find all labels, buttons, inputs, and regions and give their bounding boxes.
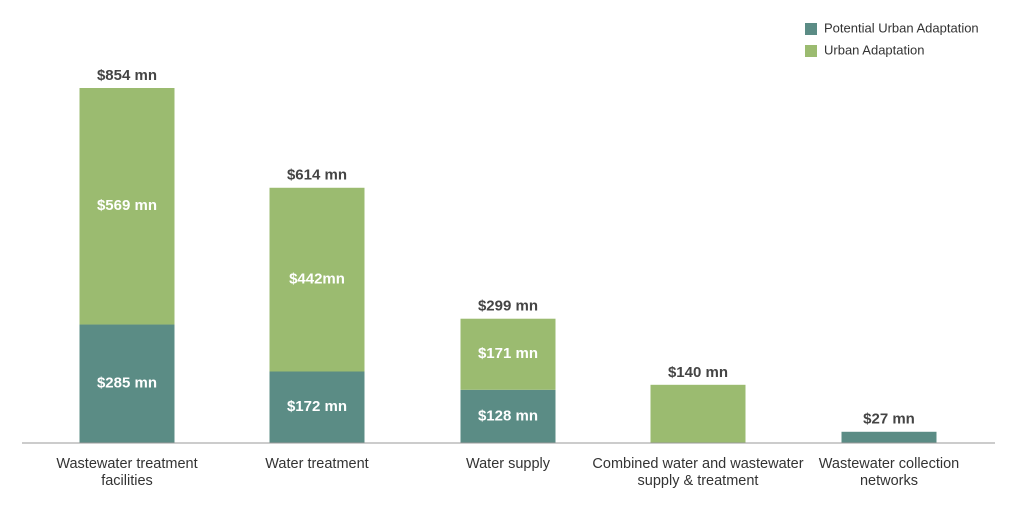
bar-segment	[841, 431, 937, 443]
value-label: $172 mn	[287, 398, 347, 415]
value-label: $442mn	[289, 271, 345, 288]
value-label: $128 mn	[478, 407, 538, 424]
total-label: $614 mn	[287, 167, 347, 184]
bar-segment	[269, 187, 365, 372]
x-tick-label: Wastewater collection networks	[818, 456, 960, 489]
total-label: $27 mn	[863, 411, 915, 428]
bar-segment	[79, 88, 175, 325]
bar-segment	[460, 389, 556, 443]
bar-segment	[650, 384, 746, 443]
bar-segment	[79, 324, 175, 443]
total-label: $299 mn	[478, 298, 538, 315]
legend-label: Urban Adaptation	[824, 42, 924, 57]
bar-segment	[460, 318, 556, 390]
x-tick-label: Combined water and wastewater supply & t…	[592, 456, 804, 489]
value-label: $171 mn	[478, 345, 538, 362]
legend-swatch	[805, 23, 817, 35]
legend-swatch	[805, 45, 817, 57]
value-label: $569 mn	[97, 197, 157, 214]
bar-segment	[269, 371, 365, 443]
legend-label: Potential Urban Adaptation	[824, 20, 979, 35]
x-tick-label: Water supply	[465, 456, 551, 472]
x-tick-label: Water treatment	[265, 456, 369, 472]
total-label: $140 mn	[668, 364, 728, 381]
value-label: $285 mn	[97, 375, 157, 392]
total-label: $854 mn	[97, 67, 157, 84]
x-tick-label: Wastewater treatment facilities	[56, 456, 198, 489]
